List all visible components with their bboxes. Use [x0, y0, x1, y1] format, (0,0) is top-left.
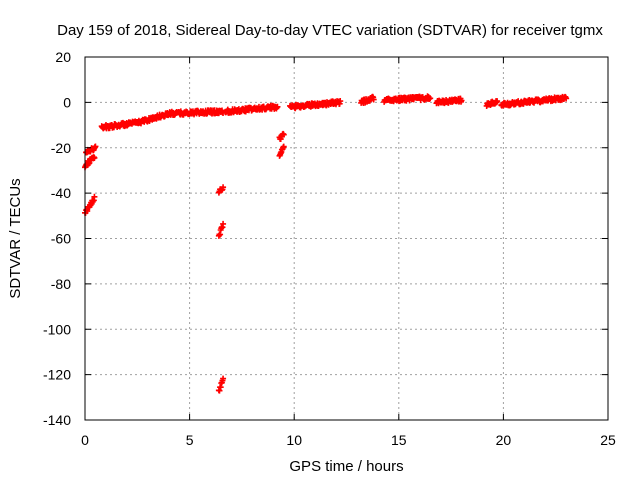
point-cluster-rise-2 — [134, 109, 172, 127]
y-tick-label: -20 — [51, 140, 71, 156]
y-tick-label: 0 — [63, 94, 71, 110]
data-point — [220, 375, 227, 382]
data-point — [370, 96, 377, 103]
data-point — [337, 98, 344, 105]
data-point — [220, 220, 227, 227]
axis-ticks: 0 5 10 15 20 25 -140 -120 -100 -80 -60 -40 -20 0 20 — [43, 49, 616, 448]
x-tick-label: 20 — [496, 432, 512, 448]
y-tick-label: -80 — [51, 276, 71, 292]
data-point — [427, 95, 434, 102]
y-tick-label: -100 — [43, 321, 71, 337]
y-tick-label: -140 — [43, 412, 71, 428]
data-point — [92, 143, 99, 150]
data-point — [274, 103, 281, 110]
x-tick-label: 0 — [81, 432, 89, 448]
data-point — [458, 97, 465, 104]
point-cluster-flat-1 — [287, 98, 344, 112]
point-cluster-dip-9-5-a — [276, 130, 287, 143]
chart-title: Day 159 of 2018, Sidereal Day-to-day VTE… — [57, 22, 603, 39]
point-cluster-dip-6-5-b — [215, 220, 227, 239]
x-tick-label: 15 — [391, 432, 407, 448]
point-cluster-flat-6 — [498, 93, 570, 109]
data-point — [91, 193, 98, 200]
point-cluster-flat-3 — [381, 93, 434, 105]
y-tick-label: -60 — [51, 231, 71, 247]
y-axis-label: SDTVAR / TECUs — [7, 178, 24, 298]
x-tick-label: 10 — [286, 432, 302, 448]
point-cluster-plateau-1 — [165, 107, 227, 118]
y-tick-label: -40 — [51, 185, 71, 201]
data-point — [280, 143, 287, 150]
data-point — [563, 95, 570, 102]
point-cluster-flat-5 — [483, 98, 501, 109]
data-point — [280, 131, 287, 138]
point-cluster-dip-6-5-a — [215, 184, 227, 196]
x-tick-label: 5 — [186, 432, 194, 448]
data-points — [82, 93, 570, 394]
point-cluster-dip-6-5-c — [215, 375, 227, 394]
grid-lines — [85, 57, 608, 420]
x-axis-label: GPS time / hours — [289, 458, 403, 475]
y-tick-label: -120 — [43, 367, 71, 383]
data-point — [494, 98, 501, 105]
point-cluster-flat-4 — [433, 95, 465, 107]
data-point — [91, 154, 98, 161]
point-cluster-dip-9-5-b — [276, 143, 287, 159]
data-point — [220, 184, 227, 191]
point-cluster-flat-2 — [358, 93, 377, 106]
y-tick-label: 20 — [55, 49, 71, 65]
x-tick-label: 25 — [600, 432, 616, 448]
point-cluster-plateau-2 — [222, 102, 281, 116]
